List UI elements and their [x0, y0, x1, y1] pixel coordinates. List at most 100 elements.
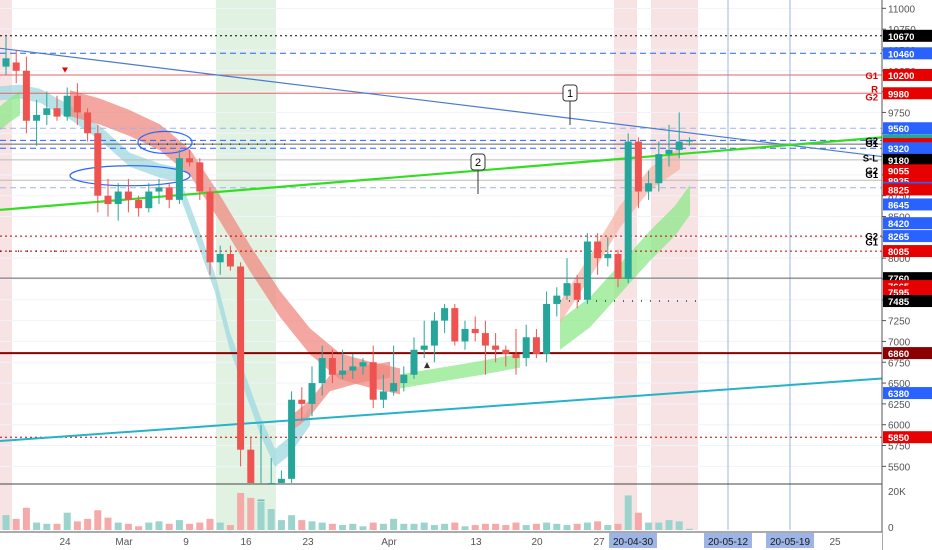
candle-body	[502, 349, 510, 354]
price-label-box	[883, 431, 932, 444]
volume-bar	[614, 523, 622, 530]
price-label: 9560	[888, 124, 909, 135]
price-tick-label: 5500	[888, 462, 911, 473]
volume-bar	[308, 521, 316, 530]
volume-bar	[543, 522, 551, 530]
time-tick-label: 27	[593, 537, 605, 548]
price-label: 9320	[888, 144, 909, 155]
price-tick-label: 9750	[888, 108, 911, 119]
volume-bar	[104, 517, 112, 530]
volume-bar	[461, 526, 469, 530]
candle-body	[359, 362, 367, 367]
volume-bar	[492, 523, 500, 530]
volume-bar	[430, 525, 438, 530]
candle-body	[665, 149, 673, 155]
level-tag: G1	[865, 238, 878, 249]
volume-bar	[410, 523, 418, 530]
price-label-box	[883, 68, 932, 81]
candle-body	[543, 303, 551, 354]
price-tick-label: 6250	[888, 400, 911, 411]
time-label-box	[766, 533, 814, 548]
volume-bar	[369, 522, 377, 530]
price-label: 9180	[888, 156, 909, 167]
level-tag: G2	[865, 93, 878, 104]
support-trendline	[0, 377, 883, 442]
volume-bar	[73, 521, 81, 530]
red-cloud	[290, 361, 390, 433]
volume-bar	[53, 523, 61, 530]
candle-body	[512, 353, 520, 359]
candle-body	[410, 349, 418, 375]
price-tick-label: 6750	[888, 358, 911, 369]
price-label-box	[883, 285, 932, 298]
candle-body	[655, 154, 663, 184]
volume-bar	[481, 523, 489, 530]
price-tick-label: 6000	[888, 421, 911, 432]
price-label: 5850	[888, 433, 909, 444]
candle-body	[298, 399, 306, 404]
volume-bar	[94, 510, 102, 530]
time-label: 20-05-12	[708, 537, 748, 548]
candle-body	[175, 158, 183, 200]
candle-body	[12, 62, 20, 71]
candle-body	[634, 141, 642, 192]
volume-bar	[288, 515, 296, 530]
candle-body	[196, 162, 204, 192]
descending-trendline	[0, 47, 883, 158]
callout-annotations: 12	[470, 84, 578, 194]
candle-body	[492, 345, 500, 350]
candle-body	[532, 337, 540, 354]
candle-body	[104, 195, 112, 205]
candle-body	[73, 95, 81, 113]
time-axis: 24 Mar 9 16 23 Apr 13 20 27 25 20-04-30 20-05-12 20-…	[0, 531, 882, 550]
volume-bar	[349, 523, 357, 530]
red-cloud	[560, 147, 680, 324]
volume-bar	[63, 512, 71, 530]
candle-body	[441, 308, 449, 321]
price-label: 9055	[888, 166, 910, 177]
level-tag: G1	[865, 139, 878, 150]
volume-bar	[563, 525, 571, 530]
volume-bar	[665, 520, 673, 530]
candle-body	[461, 328, 469, 342]
candle-body	[145, 191, 153, 209]
time-tick-label: 23	[302, 537, 314, 548]
candle-body	[349, 366, 357, 371]
time-label-box	[609, 533, 657, 548]
volume-bar	[512, 522, 520, 530]
volume-bar	[573, 523, 581, 530]
volume-bar	[135, 526, 143, 530]
candle-body	[84, 112, 92, 134]
price-label: 7760	[888, 274, 909, 285]
volume-bar	[206, 518, 214, 530]
candle-body	[522, 337, 530, 359]
time-label-box	[704, 533, 752, 548]
volume-bar	[22, 507, 30, 530]
price-label-box	[883, 183, 932, 196]
candle-body	[94, 133, 102, 196]
level-tag: S-L	[863, 153, 879, 164]
volume-bar	[359, 526, 367, 530]
candle-body	[328, 358, 336, 375]
volume-bar	[451, 522, 459, 530]
volume-bar	[12, 518, 20, 530]
price-tick-label: 7000	[888, 337, 911, 348]
cyan-cloud	[0, 84, 180, 182]
candle-body	[155, 187, 163, 192]
candle-body	[308, 383, 316, 404]
candle-body	[247, 449, 255, 483]
volume-bar	[124, 523, 132, 530]
candle-body	[583, 241, 591, 300]
time-tick-label: Mar	[115, 537, 133, 548]
marker	[424, 362, 430, 369]
volume-bar	[604, 525, 612, 530]
callout-box	[470, 153, 486, 171]
price-tick-label: 5750	[888, 442, 911, 453]
candle-body	[288, 399, 296, 479]
volume-bar	[522, 525, 530, 530]
volume-bar	[471, 525, 479, 530]
level-tag: G1	[865, 71, 878, 82]
price-label-box	[883, 347, 932, 360]
volume-bar	[583, 522, 591, 530]
